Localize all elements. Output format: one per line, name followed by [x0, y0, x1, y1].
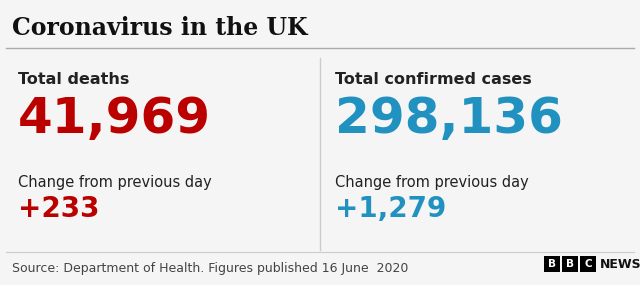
Text: B: B [548, 259, 556, 269]
Text: +1,279: +1,279 [335, 195, 446, 223]
Text: Total confirmed cases: Total confirmed cases [335, 72, 532, 87]
Bar [580, 256, 596, 272]
Text: +233: +233 [18, 195, 99, 223]
Text: Coronavirus in the UK: Coronavirus in the UK [12, 16, 307, 40]
Bar [544, 256, 560, 272]
Text: Change from previous day: Change from previous day [18, 175, 212, 190]
Text: 41,969: 41,969 [18, 95, 211, 143]
Text: C: C [584, 259, 592, 269]
Text: 298,136: 298,136 [335, 95, 563, 143]
Text: Change from previous day: Change from previous day [335, 175, 529, 190]
Text: NEWS: NEWS [600, 258, 640, 270]
Bar [562, 256, 578, 272]
Text: B: B [566, 259, 574, 269]
Text: Total deaths: Total deaths [18, 72, 129, 87]
Text: Source: Department of Health. Figures published 16 June  2020: Source: Department of Health. Figures pu… [12, 262, 408, 275]
